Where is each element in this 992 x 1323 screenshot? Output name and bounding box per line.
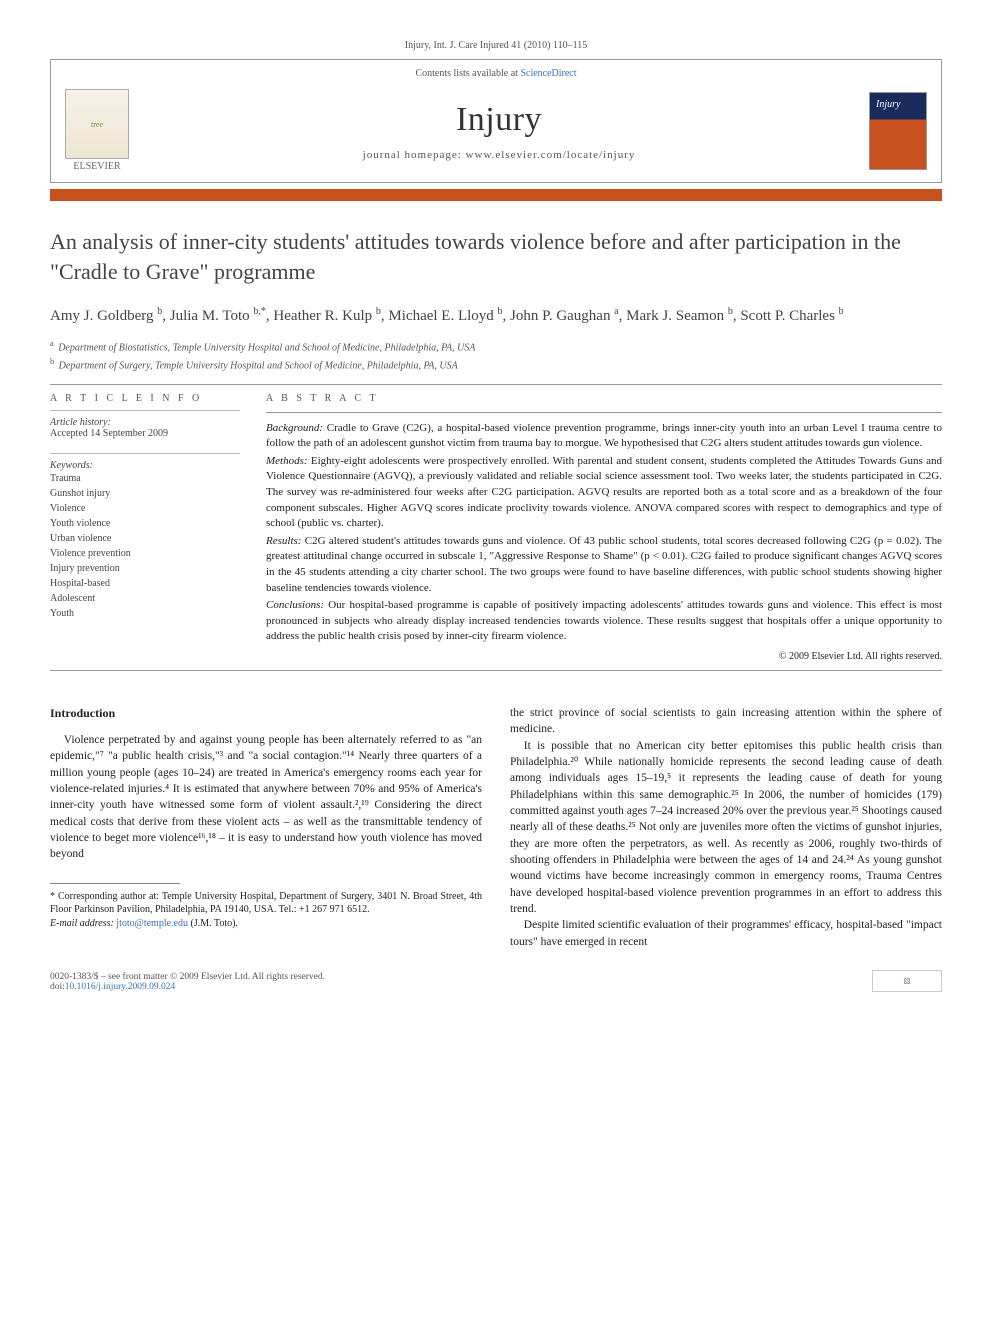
running-head: Injury, Int. J. Care Injured 41 (2010) 1… (50, 40, 942, 51)
body-paragraph: Despite limited scientific evaluation of… (510, 917, 942, 950)
keyword: Violence prevention (50, 546, 240, 561)
rule (50, 670, 942, 671)
accent-bar (50, 189, 942, 201)
body-text: Introduction Violence perpetrated by and… (50, 705, 942, 950)
affil-text: Department of Biostatistics, Temple Univ… (58, 342, 475, 353)
doi-link[interactable]: 10.1016/j.injury.2009.09.024 (65, 982, 175, 992)
elsevier-label: ELSEVIER (65, 161, 129, 172)
email-label: E-mail address: (50, 918, 114, 929)
keywords-label: Keywords: (50, 460, 240, 471)
keyword: Gunshot injury (50, 486, 240, 501)
keyword: Youth (50, 606, 240, 621)
abstract-copyright: © 2009 Elsevier Ltd. All rights reserved… (266, 651, 942, 662)
affil-sup: a (50, 339, 54, 348)
email-link[interactable]: jtoto@temple.edu (116, 918, 188, 929)
body-paragraph: It is possible that no American city bet… (510, 738, 942, 918)
journal-cover-thumbnail (869, 92, 927, 170)
footnotes: * Corresponding author at: Temple Univer… (50, 890, 482, 931)
abs-background-label: Background: (266, 422, 323, 434)
abs-results-label: Results: (266, 535, 301, 547)
intro-heading: Introduction (50, 705, 482, 722)
sciencedirect-link[interactable]: ScienceDirect (520, 68, 576, 79)
affil-text: Department of Surgery, Temple University… (59, 360, 458, 371)
keywords-list: Trauma Gunshot injury Violence Youth vio… (50, 471, 240, 621)
abs-conclusions-label: Conclusions: (266, 599, 324, 611)
contents-label: Contents lists available at (415, 68, 520, 79)
journal-title: Injury (129, 101, 869, 139)
doi-label: doi: (50, 982, 65, 992)
abs-methods: Eighty-eight adolescents were prospectiv… (266, 455, 942, 529)
abstract-column: A B S T R A C T Background: Cradle to Gr… (266, 393, 942, 663)
keyword: Youth violence (50, 516, 240, 531)
journal-header: Contents lists available at ScienceDirec… (50, 59, 942, 183)
article-info-column: A R T I C L E I N F O Article history: A… (50, 393, 240, 663)
accepted-date: Accepted 14 September 2009 (50, 428, 240, 439)
keyword: Adolescent (50, 591, 240, 606)
corresponding-author: * Corresponding author at: Temple Univer… (50, 890, 482, 917)
affil-sup: b (50, 357, 54, 366)
keyword: Injury prevention (50, 561, 240, 576)
author-list: Amy J. Goldberg b, Julia M. Toto b,*, He… (50, 304, 942, 328)
body-paragraph: Violence perpetrated by and against youn… (50, 732, 482, 863)
abs-background: Cradle to Grave (C2G), a hospital-based … (266, 422, 942, 450)
front-matter: 0020-1383/$ – see front matter © 2009 El… (50, 972, 325, 982)
abs-conclusions: Our hospital-based programme is capable … (266, 599, 942, 642)
keyword: Violence (50, 501, 240, 516)
keyword: Urban violence (50, 531, 240, 546)
affiliations: a Department of Biostatistics, Temple Un… (50, 338, 942, 374)
email-suffix: (J.M. Toto). (191, 918, 238, 929)
elsevier-block: tree ELSEVIER (65, 89, 129, 172)
rule (50, 384, 942, 385)
keyword: Trauma (50, 471, 240, 486)
article-info-heading: A R T I C L E I N F O (50, 393, 240, 404)
journal-homepage: journal homepage: www.elsevier.com/locat… (129, 149, 869, 161)
page-footer: 0020-1383/$ – see front matter © 2009 El… (50, 970, 942, 992)
abs-methods-label: Methods: (266, 455, 308, 467)
keyword: Hospital-based (50, 576, 240, 591)
footnote-rule (50, 883, 180, 884)
abstract-heading: A B S T R A C T (266, 393, 942, 404)
publisher-mark-icon: ▧ (872, 970, 942, 992)
history-label: Article history: (50, 417, 240, 428)
body-paragraph: the strict province of social scientists… (510, 705, 942, 738)
elsevier-tree-icon: tree (65, 89, 129, 159)
article-title: An analysis of inner-city students' atti… (50, 227, 942, 286)
contents-available: Contents lists available at ScienceDirec… (415, 68, 576, 79)
abs-results: C2G altered student's attitudes towards … (266, 535, 942, 594)
